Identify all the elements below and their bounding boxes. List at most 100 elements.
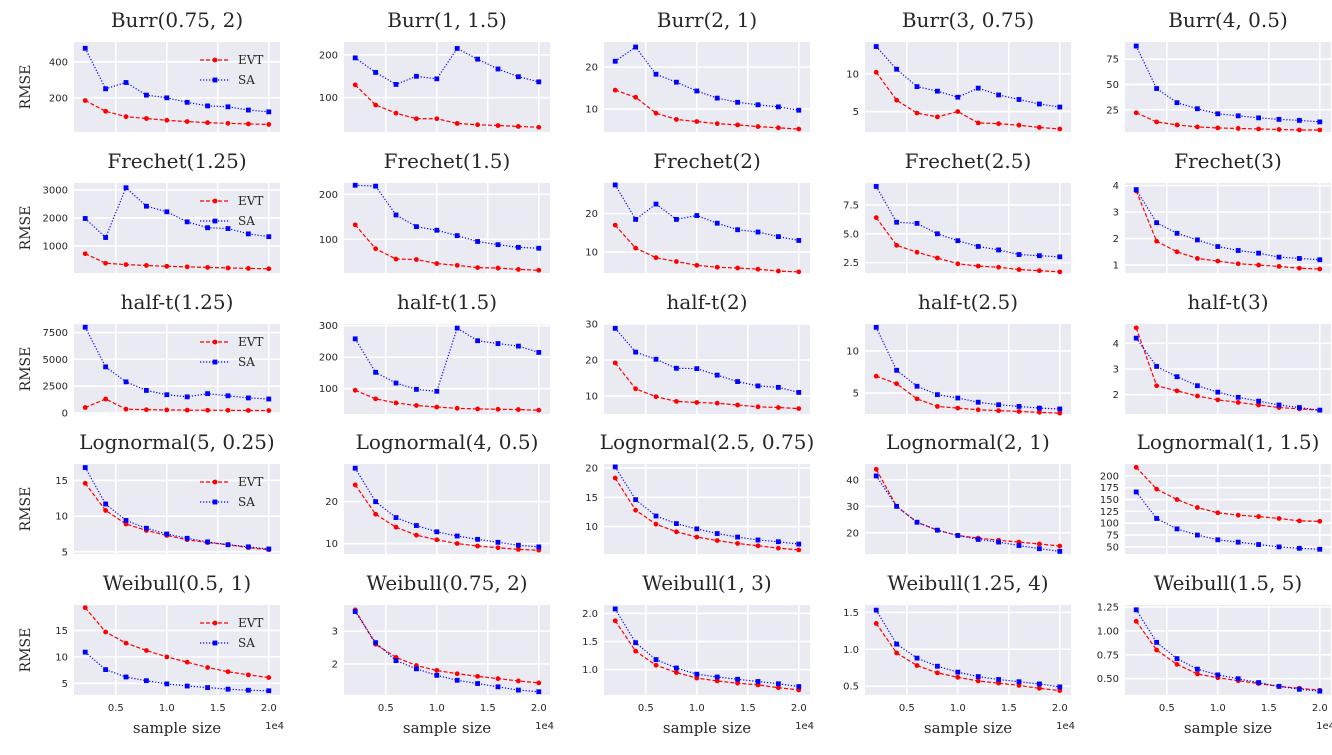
series-line-evt xyxy=(614,224,799,273)
y-tick-label: 15 xyxy=(55,476,68,487)
legend-marker-evt xyxy=(212,339,218,345)
point-evt xyxy=(996,121,1001,127)
point-sa xyxy=(434,529,440,535)
point-sa xyxy=(1154,86,1160,91)
point-sa xyxy=(495,66,501,72)
point-sa xyxy=(955,238,961,244)
point-evt xyxy=(454,671,460,677)
point-sa xyxy=(873,473,879,479)
point-sa xyxy=(674,521,679,527)
series-line-sa xyxy=(84,186,269,239)
point-sa xyxy=(1057,254,1063,260)
point-sa xyxy=(1235,113,1241,119)
point-evt xyxy=(975,263,981,269)
point-evt xyxy=(434,668,440,673)
point-evt xyxy=(1235,126,1241,131)
point-sa xyxy=(755,679,761,684)
panel-2: 100 200 Burr(1, 1.5) xyxy=(319,8,550,132)
point-evt xyxy=(82,605,88,611)
point-evt xyxy=(1174,122,1180,128)
y-tick-label: 2000 xyxy=(43,213,68,224)
y-tick-label: 10 xyxy=(585,247,598,258)
point-sa xyxy=(755,383,761,389)
y-tick-label: 100 xyxy=(319,93,338,104)
series-line-evt xyxy=(876,375,1060,414)
point-sa xyxy=(352,465,358,471)
point-evt xyxy=(475,673,480,679)
x-axis-label: sample size xyxy=(663,719,751,737)
legend-marker-sa xyxy=(212,359,218,365)
panel-title: half-t(2) xyxy=(666,290,747,314)
y-tick-label: 3 xyxy=(1113,365,1119,376)
y-tick-label: 3 xyxy=(332,627,338,638)
y-tick-label: 10 xyxy=(846,346,859,357)
point-sa xyxy=(82,465,88,470)
point-evt xyxy=(894,97,900,103)
point-evt xyxy=(633,648,639,654)
point-sa xyxy=(1296,545,1302,551)
point-evt xyxy=(633,245,639,251)
point-sa xyxy=(975,537,981,542)
point-sa xyxy=(1016,252,1022,257)
point-sa xyxy=(1276,254,1282,260)
point-sa xyxy=(1154,639,1160,645)
series-line-sa xyxy=(614,327,799,393)
point-sa xyxy=(225,686,231,692)
point-evt xyxy=(205,265,210,270)
point-evt xyxy=(935,114,940,120)
series-line-evt xyxy=(354,84,539,128)
point-evt xyxy=(1195,505,1200,510)
point-evt xyxy=(414,116,419,122)
point-evt xyxy=(674,259,679,264)
y-tick-label: 5000 xyxy=(43,355,68,366)
y-tick-label: 0.5 xyxy=(843,682,859,693)
point-evt xyxy=(225,407,231,413)
point-sa xyxy=(184,99,190,105)
panel-title: Burr(4, 0.5) xyxy=(1168,8,1288,32)
series-line-evt xyxy=(354,484,539,551)
series-line-evt xyxy=(84,482,269,551)
point-sa xyxy=(144,92,149,98)
plot-area xyxy=(344,42,550,132)
point-evt xyxy=(873,621,879,626)
y-tick-label: 2.5 xyxy=(843,258,859,269)
point-sa xyxy=(975,674,981,679)
point-sa xyxy=(996,402,1001,408)
point-sa xyxy=(475,681,480,686)
y-tick-label: 400 xyxy=(49,57,68,68)
point-sa xyxy=(1174,374,1180,380)
panel-16: 5 10 15 Lognormal(5, 0.25) RMSE EVT SA xyxy=(18,430,280,558)
x-tick-label: 2.0 xyxy=(1052,703,1068,714)
series-line-evt xyxy=(615,89,799,130)
point-sa xyxy=(495,684,501,690)
y-tick-label: 200 xyxy=(319,50,338,61)
point-evt xyxy=(1256,262,1261,268)
series-line-evt xyxy=(354,609,539,684)
point-evt xyxy=(674,670,679,675)
point-evt xyxy=(164,654,170,660)
point-evt xyxy=(873,373,879,379)
y-tick-label: 100 xyxy=(319,235,338,246)
point-evt xyxy=(82,98,88,103)
point-sa xyxy=(735,534,740,540)
point-evt xyxy=(1195,393,1200,399)
point-sa xyxy=(694,526,700,532)
y-tick-label: 4 xyxy=(1113,339,1119,350)
y-tick-label: 20 xyxy=(585,63,598,74)
point-evt xyxy=(475,406,480,412)
point-evt xyxy=(1154,238,1160,244)
point-sa xyxy=(1296,686,1302,692)
panel-title: Lognormal(2, 1) xyxy=(886,430,1050,454)
point-sa xyxy=(164,392,170,398)
point-sa xyxy=(495,242,501,248)
point-evt xyxy=(245,265,251,271)
point-evt xyxy=(975,678,981,684)
x-tick-label: 1.5 xyxy=(1001,703,1017,714)
point-evt xyxy=(103,508,109,513)
point-sa xyxy=(1215,244,1221,249)
legend-label: EVT xyxy=(238,475,263,489)
series-line-sa xyxy=(875,609,1060,688)
point-sa xyxy=(1036,253,1042,259)
series-line-sa xyxy=(354,327,539,392)
